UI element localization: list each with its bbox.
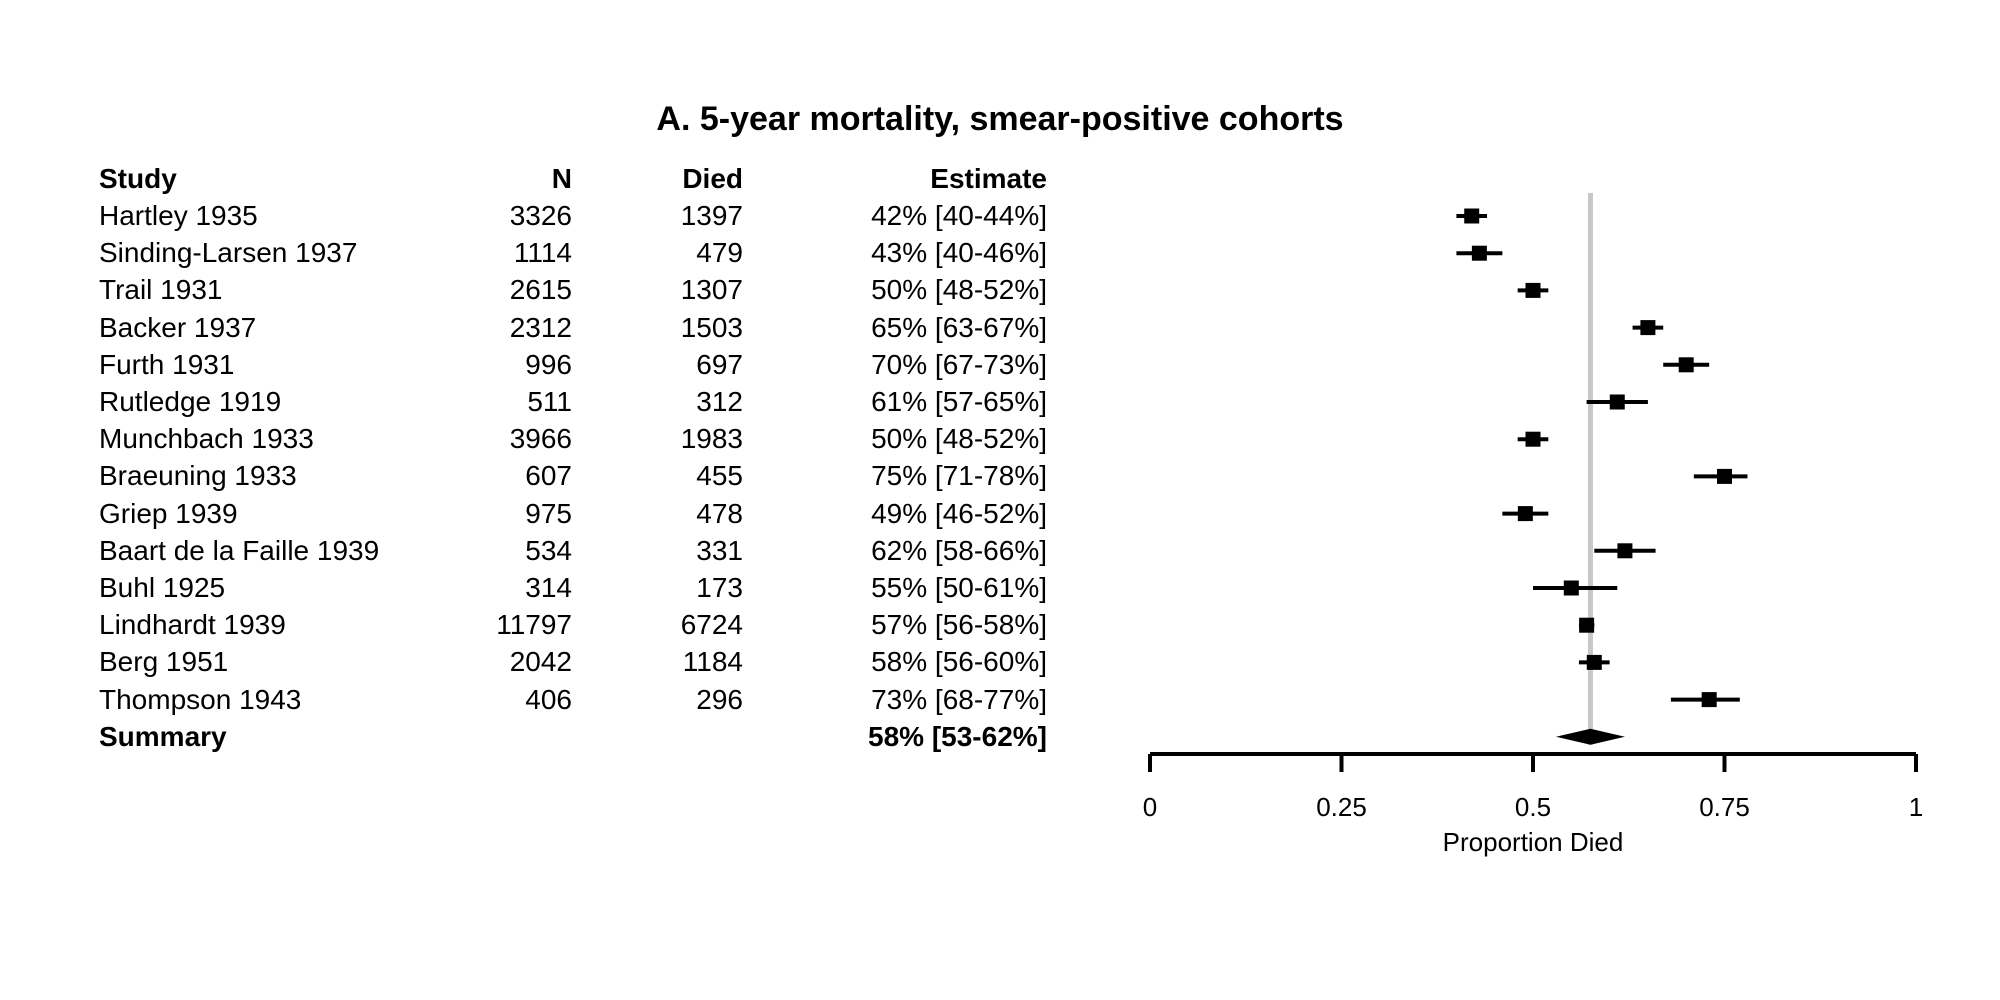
study-n: 511 [527,386,572,417]
study-name: Backer 1937 [99,311,257,343]
study-died: 1503 [680,311,743,343]
study-estimate: 57% [56-58%] [871,609,1047,641]
point-estimate-square [1640,320,1656,336]
study-died: 479 [696,237,743,269]
study-died: 478 [696,497,743,529]
study-n: 534 [525,534,572,566]
study-name: Furth 1931 [99,348,235,380]
study-estimate: 50% [48-52%] [871,274,1047,306]
point-estimate-square [1563,580,1579,596]
point-estimate-square [1464,208,1480,224]
summary-estimate: 58% [53-62%] [868,720,1047,752]
summary-diamond [1555,728,1625,745]
study-name: Griep 1939 [99,497,238,529]
study-died: 1983 [680,423,743,455]
study-n: 1114 [513,237,572,269]
study-died: 296 [696,683,743,715]
study-estimate: 75% [71-78%] [871,460,1047,492]
point-estimate-square [1678,357,1694,373]
study-estimate: 73% [68-77%] [871,683,1047,715]
study-estimate: 61% [57-65%] [871,386,1047,417]
chart-title: A. 5-year mortality, smear-positive coho… [656,100,1344,138]
study-died: 6724 [680,609,743,641]
study-estimate: 43% [40-46%] [871,237,1047,269]
column-header-study: Study [99,163,177,194]
study-name: Hartley 1935 [99,200,258,231]
point-estimate-square [1701,692,1717,708]
study-n: 607 [525,460,572,492]
study-estimate: 58% [56-60%] [871,646,1047,678]
study-died: 331 [696,534,743,566]
x-tick-label: 0.75 [1699,792,1750,822]
column-header-died: Died [682,163,743,194]
point-estimate-square [1517,506,1533,522]
study-n: 2615 [509,274,572,306]
study-estimate: 50% [48-52%] [871,423,1047,455]
study-n: 406 [525,683,572,715]
study-estimate: 65% [63-67%] [871,311,1047,343]
study-n: 314 [525,572,572,603]
study-estimate: 49% [46-52%] [871,497,1047,529]
point-estimate-square [1471,245,1487,261]
point-estimate-square [1525,431,1541,447]
study-estimate: 55% [50-61%] [871,572,1047,603]
study-name: Sinding-Larsen 1937 [99,237,358,269]
x-tick-label: 0.5 [1515,792,1551,822]
point-estimate-square [1617,543,1633,559]
summary-label: Summary [99,720,227,752]
point-estimate-square [1717,468,1732,484]
study-died: 697 [696,348,743,380]
x-tick-label: 0 [1143,792,1157,822]
study-estimate: 62% [58-66%] [871,534,1047,566]
point-estimate-square [1579,617,1595,633]
study-n: 2312 [509,311,572,343]
study-died: 455 [696,460,743,492]
study-n: 11797 [496,609,572,641]
study-name: Buhl 1925 [99,572,226,603]
study-name: Rutledge 1919 [99,386,282,417]
study-name: Trail 1931 [99,274,223,306]
study-n: 3966 [509,423,572,455]
x-axis-label: Proportion Died [1443,827,1624,857]
study-name: Berg 1951 [99,646,229,678]
study-died: 1307 [680,274,743,306]
study-name: Baart de la Faille 1939 [99,534,380,566]
study-died: 1184 [682,646,743,678]
column-header-n: N [551,163,572,194]
study-died: 1397 [680,200,743,231]
point-estimate-square [1609,394,1625,410]
column-header-estimate: Estimate [930,163,1047,194]
study-name: Lindhardt 1939 [99,609,286,641]
x-tick-label: 1 [1909,792,1923,822]
study-died: 312 [696,386,743,417]
study-name: Braeuning 1933 [99,460,297,492]
point-estimate-square [1586,654,1602,670]
study-n: 3326 [509,200,572,231]
study-n: 2042 [509,646,572,678]
study-name: Munchbach 1933 [99,423,314,455]
study-n: 996 [525,348,572,380]
x-tick-label: 0.25 [1316,792,1367,822]
study-estimate: 70% [67-73%] [871,348,1047,380]
study-died: 173 [696,572,743,603]
study-n: 975 [525,497,572,529]
point-estimate-square [1525,282,1541,298]
study-name: Thompson 1943 [99,683,302,715]
study-estimate: 42% [40-44%] [871,200,1047,231]
